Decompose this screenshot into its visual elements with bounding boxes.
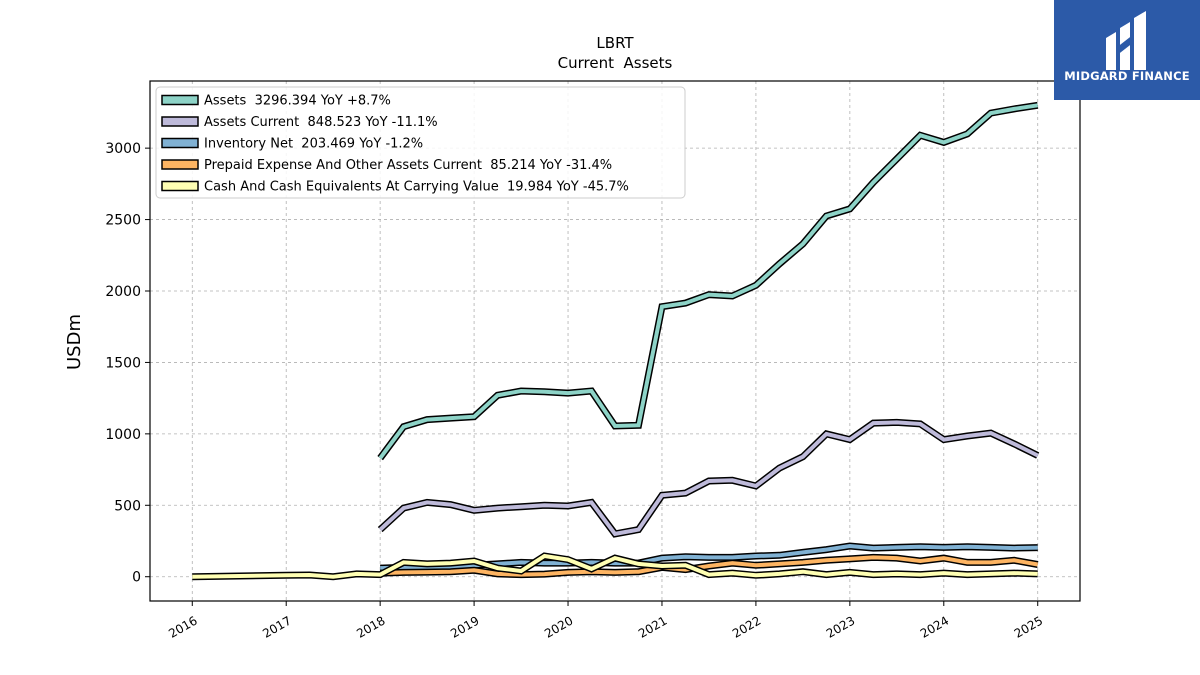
series-line-4: [192, 553, 1038, 579]
legend-label: Prepaid Expense And Other Assets Current…: [204, 158, 612, 173]
x-tick-label: 2022: [730, 613, 763, 640]
series-line-outline-1: [377, 418, 1040, 538]
x-tick-label: 2018: [354, 613, 387, 640]
legend-swatch: [161, 94, 199, 106]
y-tick-label: 1500: [105, 355, 141, 371]
gridlines: [150, 81, 1080, 601]
y-tick-label: 0: [132, 570, 141, 586]
x-tick-label: 2023: [824, 613, 857, 640]
legend-label: Assets 3296.394 YoY +8.7%: [204, 94, 391, 109]
legend-swatch: [161, 159, 199, 170]
x-tick-label: 2017: [260, 613, 293, 640]
brand-logo: MIDGARD FINANCE: [1054, 0, 1200, 100]
legend-swatch: [161, 137, 199, 149]
brand-logo-icon: [1106, 11, 1146, 70]
y-axis-label: USDm: [64, 314, 85, 370]
x-tick-label: 2024: [918, 613, 951, 640]
y-tick-label: 3000: [105, 141, 141, 157]
y-tick-label: 500: [114, 498, 141, 514]
legend-box: [155, 86, 686, 199]
series-line-0: [378, 103, 1039, 460]
plot-frame: [149, 80, 1081, 602]
plot-lines: [192, 101, 1040, 581]
series-line-1: [378, 420, 1039, 537]
legend-label: Cash And Cash Equivalents At Carrying Va…: [204, 180, 629, 195]
x-tick-label: 2025: [1012, 613, 1045, 640]
chart-title: LBRT: [596, 34, 634, 52]
x-tick-label: 2019: [448, 613, 481, 640]
legend-swatch: [161, 116, 199, 127]
brand-logo-text: MIDGARD FINANCE: [1064, 69, 1190, 83]
legend-label: Inventory Net 203.469 YoY -1.2%: [204, 137, 423, 152]
y-tick-label: 2000: [105, 284, 141, 300]
chart-subtitle: Current Assets: [558, 54, 673, 72]
x-tick-label: 2016: [166, 613, 199, 640]
legend: Assets 3296.394 YoY +8.7% Assets Current …: [155, 86, 686, 199]
legend-swatch: [161, 180, 199, 192]
y-tick-label: 1000: [105, 427, 141, 443]
x-tick-label: 2021: [636, 613, 669, 640]
legend-label: Assets Current 848.523 YoY -11.1%: [204, 115, 438, 130]
series-line-3: [380, 555, 1039, 577]
x-tick-label: 2020: [542, 613, 575, 640]
y-tick-label: 2500: [105, 213, 141, 229]
